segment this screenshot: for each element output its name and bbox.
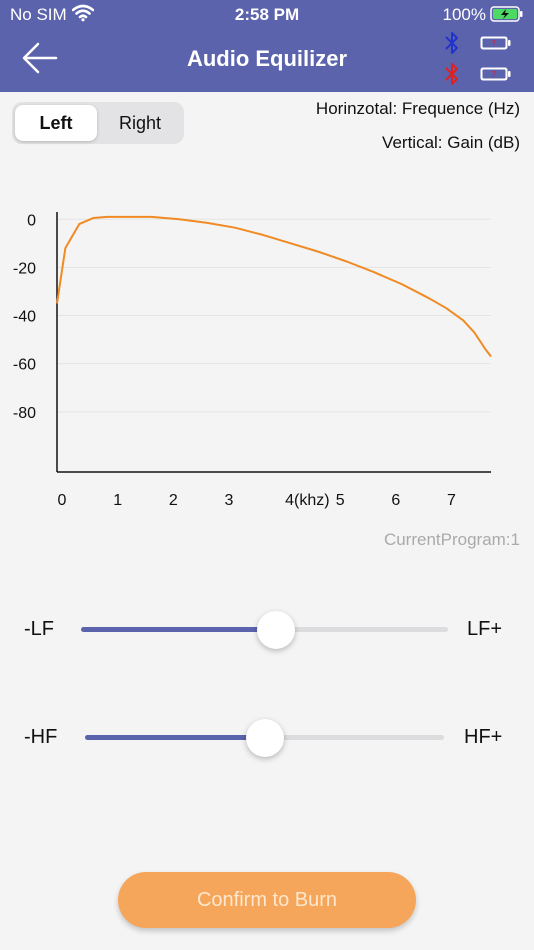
battery-percent: 100%: [442, 5, 486, 24]
channel-segmented-control: Left Right: [12, 102, 184, 144]
battery-charging-icon: [490, 6, 524, 27]
lf-slider-fill: [81, 627, 276, 632]
current-program-label: CurrentProgram:1: [383, 530, 520, 549]
vertical-axis-note: Vertical: Gain (dB): [382, 133, 520, 152]
svg-text:?: ?: [492, 39, 496, 48]
lf-slider-thumb[interactable]: [256, 611, 295, 649]
lf-slider-row: -LF LF+: [0, 604, 534, 654]
x-tick-label: 6: [391, 492, 400, 509]
clock: 2:58 PM: [234, 5, 300, 24]
x-tick-label: 7: [447, 492, 456, 509]
bluetooth-icon: [442, 61, 462, 92]
battery-empty-icon: ?: [480, 36, 512, 55]
confirm-burn-button[interactable]: Confirm to Burn: [118, 872, 416, 928]
x-tick-label: 0: [58, 492, 67, 509]
hf-slider-thumb[interactable]: [245, 719, 284, 757]
y-tick-label: -40: [13, 309, 36, 326]
y-tick-label: 0: [27, 212, 36, 229]
hf-max-label: HF+: [464, 726, 503, 748]
page-title: Audio Equilizer: [186, 46, 348, 71]
x-tick-label: 4(khz): [285, 492, 329, 509]
y-tick-label: -80: [13, 405, 36, 422]
x-tick-label: 1: [113, 492, 122, 509]
x-tick-label: 2: [169, 492, 178, 509]
hf-slider-row: -HF HF+: [0, 712, 534, 762]
x-tick-label: 3: [224, 492, 233, 509]
bluetooth-icon: [442, 30, 462, 61]
x-tick-label: 5: [336, 492, 345, 509]
lf-slider[interactable]: [81, 611, 448, 649]
hf-slider-fill: [85, 735, 265, 740]
y-tick-label: -20: [13, 260, 36, 277]
y-tick-label: -60: [13, 357, 36, 374]
wifi-icon: [71, 4, 95, 27]
status-bar: No SIM 2:58 PM 100%: [0, 0, 534, 30]
gain-curve-line: [56, 215, 492, 358]
back-arrow-icon[interactable]: [20, 40, 60, 76]
chart-svg: 0 -20 -40 -60 -80 0 1 2 3 4(khz) 5 6 7: [13, 212, 492, 509]
horizontal-axis-note: Horinzotal: Frequence (Hz): [315, 99, 520, 118]
header-bar: No SIM 2:58 PM 100% Audio Equilizer: [0, 0, 534, 92]
hf-slider[interactable]: [85, 719, 444, 757]
carrier-label: No SIM: [10, 5, 67, 24]
segment-left[interactable]: Left: [15, 105, 97, 141]
lf-min-label: -LF: [24, 618, 54, 640]
device-status-1: ?: [442, 30, 514, 56]
device-status-2: ?: [442, 61, 514, 87]
battery-empty-icon: ?: [480, 67, 512, 86]
hf-min-label: -HF: [24, 726, 58, 748]
lf-max-label: LF+: [467, 618, 503, 640]
eq-curve-chart: 0 -20 -40 -60 -80 0 1 2 3 4(khz) 5 6 7: [0, 200, 534, 520]
svg-text:?: ?: [492, 70, 496, 79]
segment-right[interactable]: Right: [118, 112, 162, 133]
